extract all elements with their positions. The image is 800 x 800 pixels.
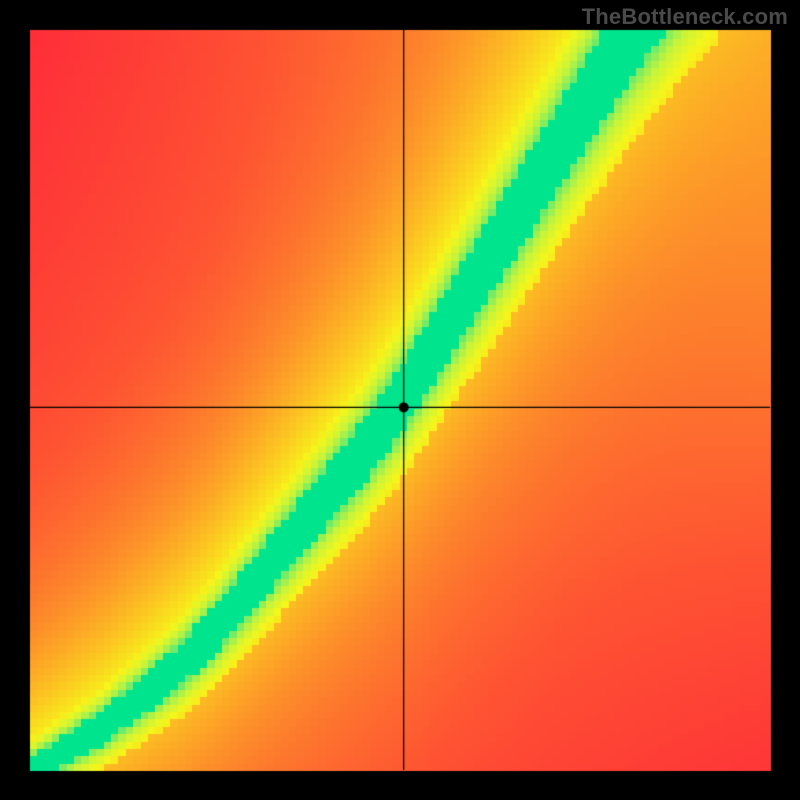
bottleneck-heatmap <box>0 0 800 800</box>
chart-container: TheBottleneck.com <box>0 0 800 800</box>
